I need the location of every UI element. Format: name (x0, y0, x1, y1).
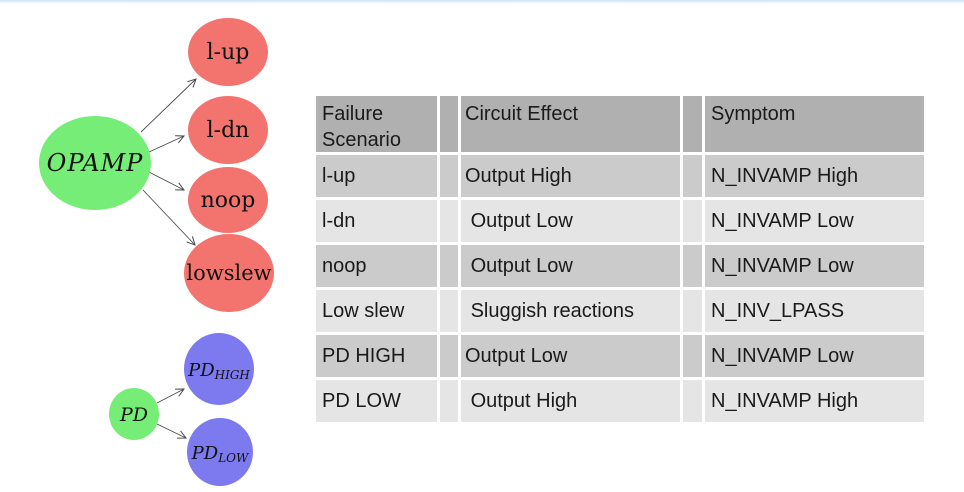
edge-pd-pdlow (156, 423, 188, 439)
cell-symptom: N_INVAMP Low (705, 335, 924, 377)
cell-scenario: PD HIGH (316, 335, 437, 377)
top-edge-highlight (0, 0, 964, 4)
cell-symptom: N_INVAMP High (705, 155, 924, 197)
node-pd (109, 388, 159, 440)
header-symptom: Symptom (705, 96, 924, 152)
edge-pd-pdhigh (156, 388, 185, 404)
cell-spacer (683, 380, 702, 422)
node-l-dn-label: l-dn (207, 118, 250, 143)
cell-scenario: l-dn (316, 200, 437, 242)
header-failure-scenario: Failure Scenario (316, 96, 437, 152)
edge-opamp-lup (140, 78, 197, 133)
cell-symptom: N_INVAMP Low (705, 200, 924, 242)
cell-spacer (683, 155, 702, 197)
node-pd-label: PD (119, 404, 148, 426)
node-pd-high (184, 333, 254, 405)
cell-spacer (683, 335, 702, 377)
node-opamp-label: OPAMP (47, 149, 144, 177)
edge-opamp-lowslew (142, 189, 196, 246)
node-l-up-label: l-up (207, 40, 250, 65)
cell-circuit-effect: Output Low (461, 245, 680, 287)
cell-circuit-effect: Output Low (461, 200, 680, 242)
cell-spacer (683, 290, 702, 332)
cell-spacer (683, 245, 702, 287)
node-noop-label: noop (201, 188, 256, 213)
header-spacer-1 (440, 96, 458, 152)
cell-symptom: N_INV_LPASS (705, 290, 924, 332)
cell-symptom: N_INVAMP High (705, 380, 924, 422)
cell-circuit-effect: Output High (461, 155, 680, 197)
header-spacer-2 (683, 96, 702, 152)
cell-spacer (683, 200, 702, 242)
cell-spacer (440, 155, 458, 197)
cell-circuit-effect: Sluggish reactions (461, 290, 680, 332)
node-pd-low-label: PDLOW (191, 443, 250, 465)
node-pd-low (187, 418, 253, 486)
cell-scenario: noop (316, 245, 437, 287)
header-circuit-effect: Circuit Effect (461, 96, 680, 152)
cell-spacer (440, 200, 458, 242)
node-opamp (39, 116, 151, 210)
node-lowslew-label: lowslew (186, 261, 271, 285)
cell-spacer (440, 245, 458, 287)
failure-scenario-table: Failure Scenario Circuit Effect Symptom … (316, 96, 924, 422)
cell-scenario: l-up (316, 155, 437, 197)
cell-spacer (440, 290, 458, 332)
fault-tree-diagram: OPAMP l-up l-dn noop lowslew PD PDHIGH P… (39, 18, 274, 486)
node-l-up (188, 18, 268, 86)
cell-spacer (440, 335, 458, 377)
cell-spacer (440, 380, 458, 422)
node-l-dn (188, 96, 268, 164)
node-lowslew (184, 234, 274, 312)
cell-scenario: Low slew (316, 290, 437, 332)
cell-symptom: N_INVAMP Low (705, 245, 924, 287)
node-pd-high-label: PDHIGH (187, 360, 250, 382)
cell-scenario: PD LOW (316, 380, 437, 422)
cell-circuit-effect: Output High (461, 380, 680, 422)
edge-opamp-ldn (148, 135, 186, 153)
node-noop (188, 167, 268, 233)
cell-circuit-effect: Output Low (461, 335, 680, 377)
edge-opamp-noop (148, 171, 185, 191)
